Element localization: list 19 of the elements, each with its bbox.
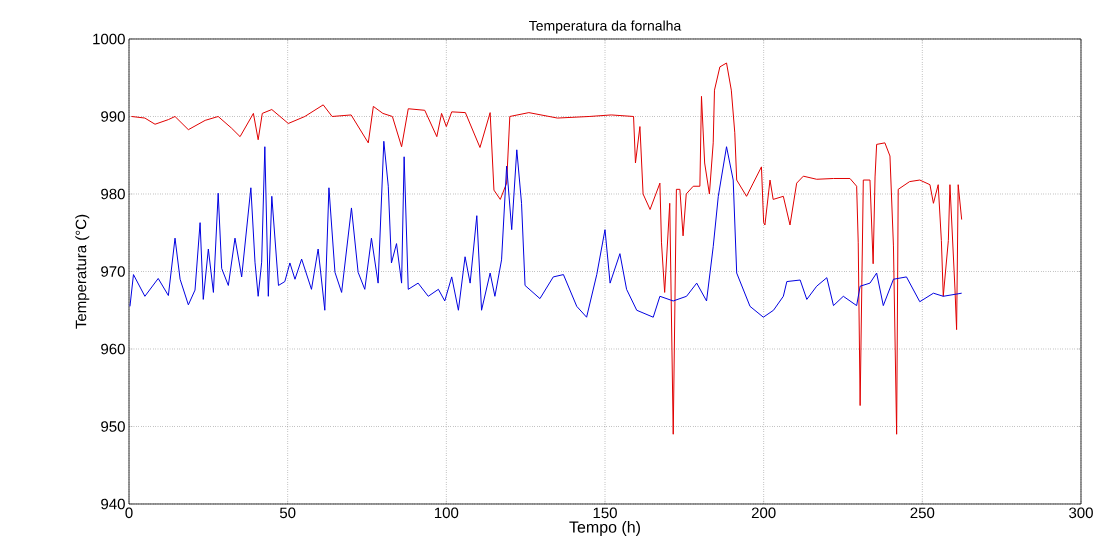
line-series	[131, 62, 963, 435]
y-tick-label: 1000	[93, 33, 125, 45]
y-tick-label: 940	[101, 498, 125, 510]
x-tick-label: 300	[1069, 507, 1093, 519]
chart-title: Temperatura da fornalha	[529, 20, 682, 34]
x-tick-label: 100	[434, 507, 459, 519]
y-tick-label: 980	[101, 188, 125, 200]
x-tick-label: 50	[279, 507, 296, 519]
x-tick-label: 150	[593, 507, 617, 519]
x-tick-label: 0	[125, 507, 133, 519]
y-tick-label: 960	[101, 343, 125, 355]
x-axis-title: Tempo (h)	[569, 521, 640, 536]
y-tick-label: 990	[101, 111, 125, 122]
y-axis-title: Temperatura (°C)	[75, 214, 90, 329]
y-tick-label: 950	[101, 421, 125, 432]
x-tick-label: 250	[910, 507, 935, 519]
y-tick-label: 970	[101, 266, 125, 277]
line-series	[129, 140, 963, 318]
x-tick-label: 200	[751, 507, 776, 519]
